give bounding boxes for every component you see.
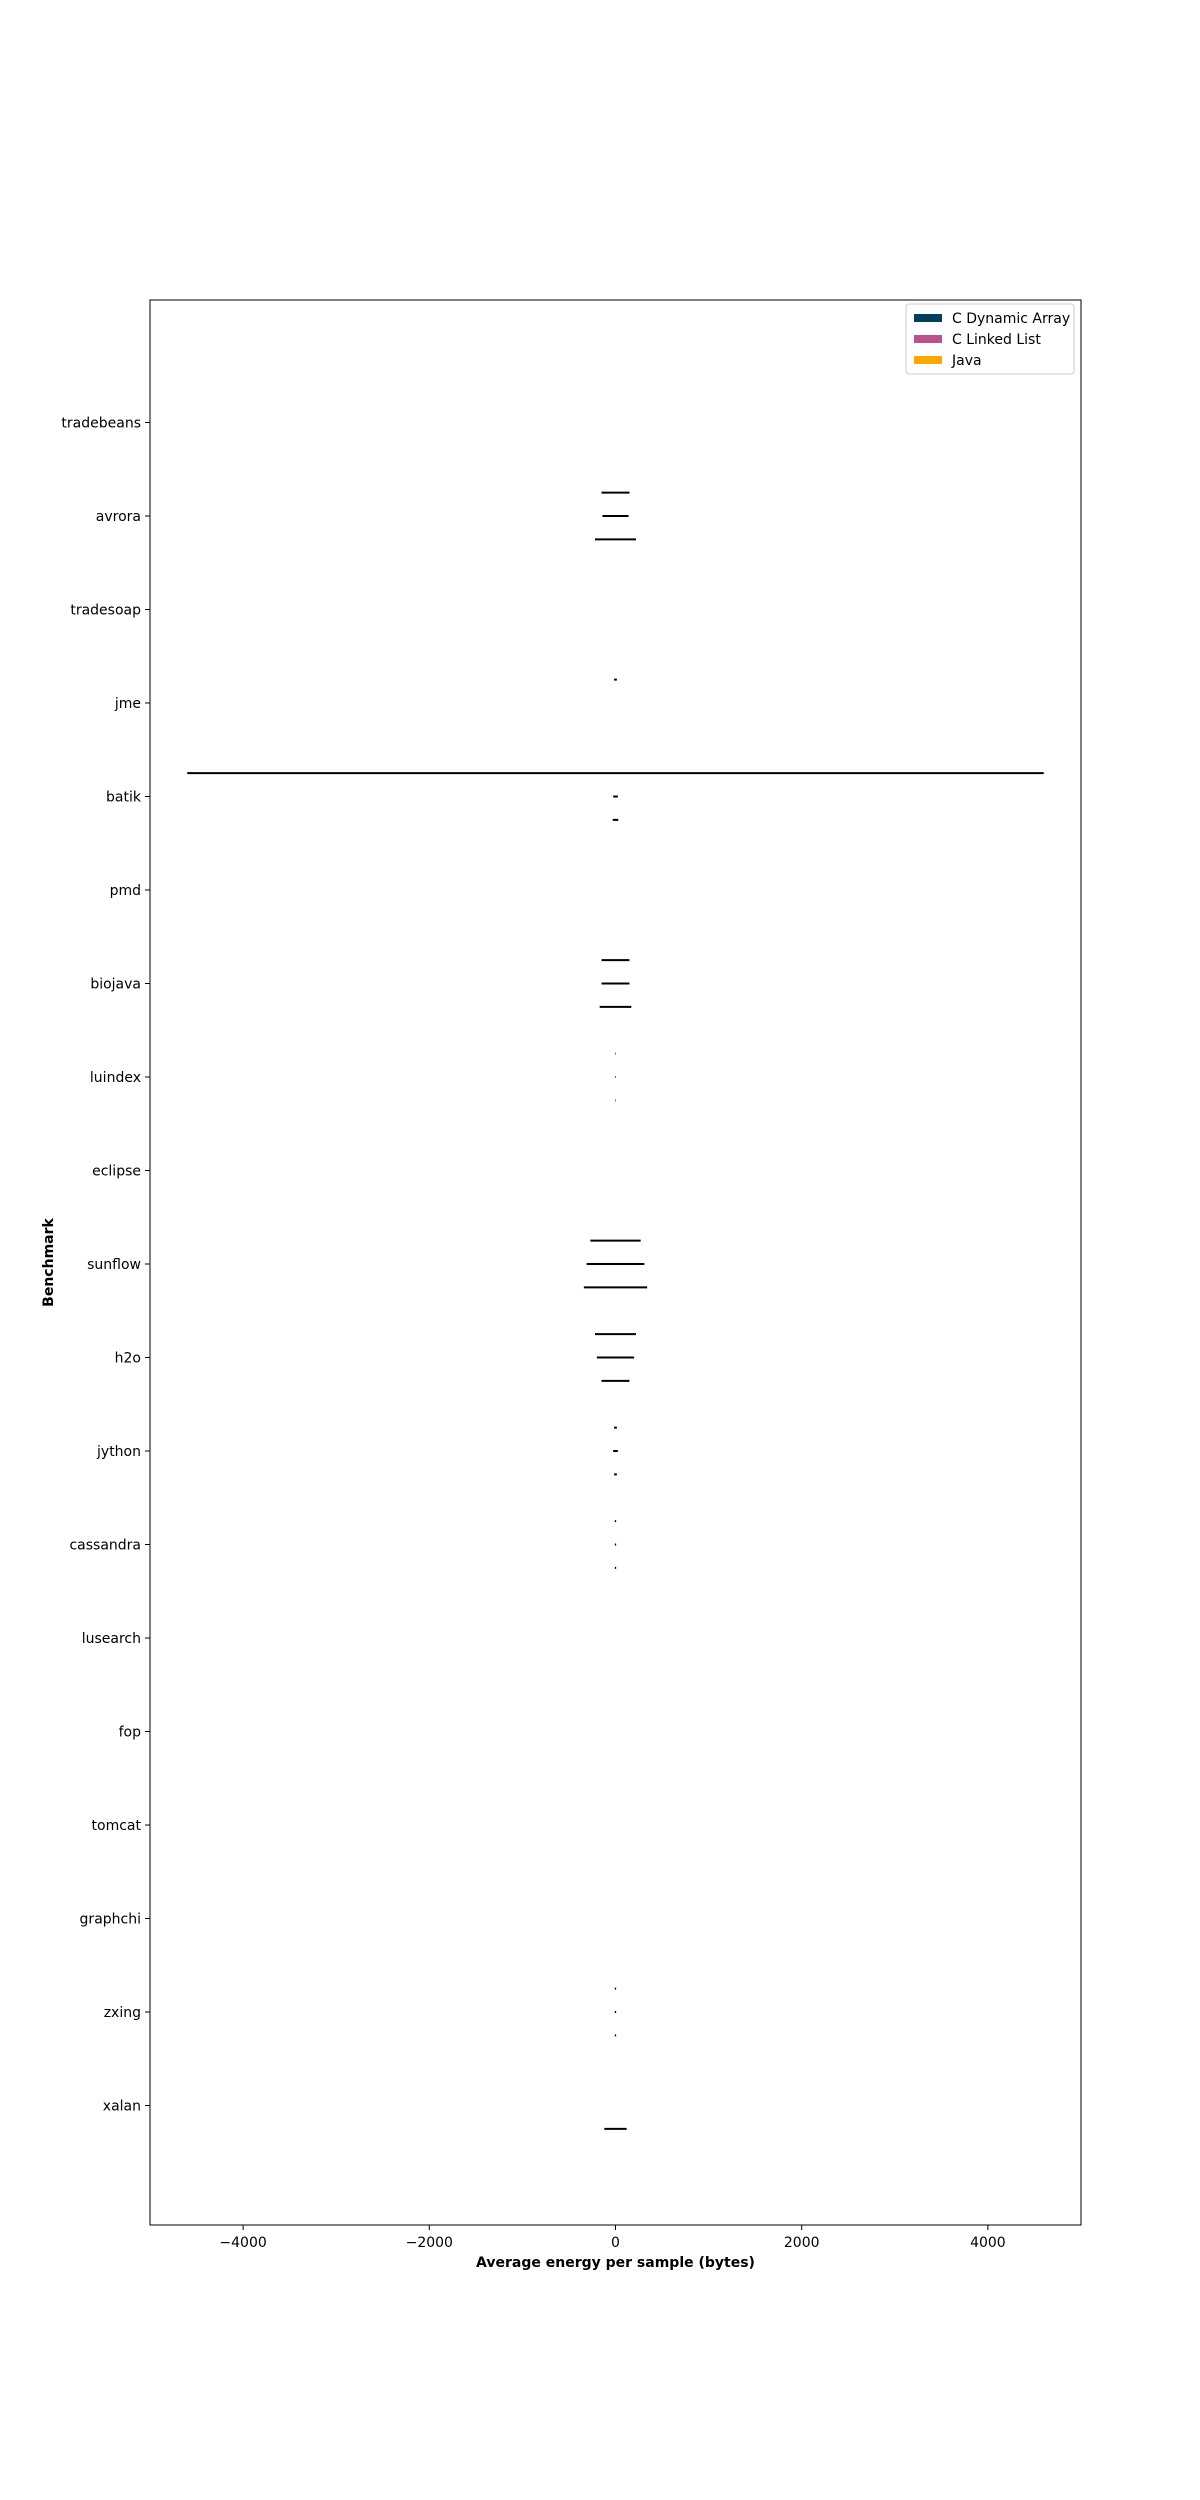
y-tick-label-lusearch: lusearch [82, 1631, 141, 1647]
legend-label-2: Java [951, 353, 982, 369]
y-tick-label-jython: jython [96, 1444, 141, 1460]
legend-label-0: C Dynamic Array [952, 311, 1070, 327]
y-tick-label-luindex: luindex [90, 1070, 141, 1086]
x-axis-title: Average energy per sample (bytes) [476, 2255, 755, 2271]
y-axis-title: Benchmark [41, 1217, 57, 1306]
legend-label-1: C Linked List [952, 332, 1041, 348]
y-axis-ticks: tradebeans avrora tradesoap jme batik pmd bioj… [61, 416, 150, 2115]
y-tick-label-tradesoap: tradesoap [70, 603, 141, 619]
y-tick-label-jme: jme [114, 696, 141, 712]
legend-swatch-1 [914, 335, 942, 343]
x-tick-label-2: 0 [611, 2235, 620, 2251]
x-axis-ticks: −4000 −2000 0 2000 4000 [219, 2225, 1006, 2251]
legend: C Dynamic Array C Linked List Java [905, 303, 1075, 375]
y-tick-label-biojava: biojava [90, 977, 141, 993]
y-tick-label-xalan: xalan [103, 2099, 141, 2115]
x-tick-label-0: −4000 [219, 2235, 266, 2251]
y-tick-label-cassandra: cassandra [69, 1538, 141, 1554]
x-tick-label-4: 4000 [970, 2235, 1006, 2251]
y-tick-label-sunflow: sunflow [87, 1257, 141, 1273]
y-tick-label-h2o: h2o [115, 1351, 141, 1367]
y-tick-label-avrora: avrora [96, 509, 141, 525]
legend-frame [905, 303, 1075, 375]
y-tick-label-tradebeans: tradebeans [61, 416, 141, 432]
y-tick-label-eclipse: eclipse [92, 1164, 141, 1180]
y-tick-label-fop: fop [119, 1725, 141, 1741]
y-tick-label-graphchi: graphchi [80, 1912, 141, 1928]
legend-swatch-2 [914, 356, 942, 364]
error-bars [187, 491, 1044, 2130]
y-tick-label-tomcat: tomcat [92, 1818, 142, 1834]
y-tick-label-batik: batik [106, 790, 142, 806]
plot-area-frame [149, 299, 1082, 2226]
legend-swatch-0 [914, 314, 942, 322]
x-tick-label-3: 2000 [784, 2235, 820, 2251]
y-tick-label-pmd: pmd [110, 883, 141, 899]
x-tick-label-1: −2000 [406, 2235, 453, 2251]
y-tick-label-zxing: zxing [104, 2005, 141, 2021]
